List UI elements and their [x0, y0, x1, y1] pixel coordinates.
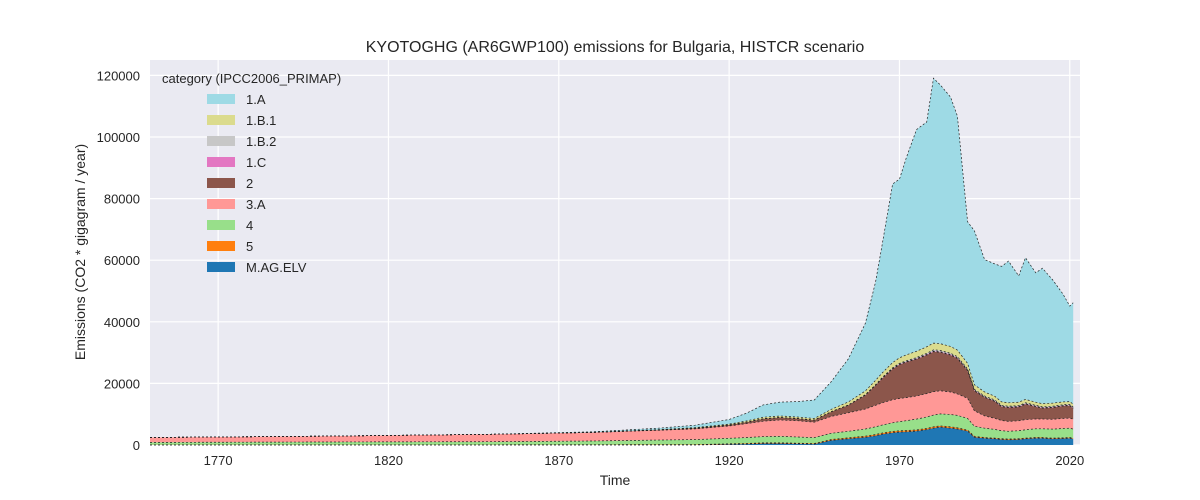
y-tick-label: 20000 — [104, 376, 140, 391]
x-tick-label: 1770 — [204, 453, 233, 468]
legend-label: 1.B.1 — [246, 113, 276, 128]
y-axis-ticks: 0 20000 40000 60000 80000 100000 120000 — [97, 68, 140, 453]
y-axis-label: Emissions (CO2 * gigagram / year) — [72, 144, 88, 360]
legend-label: 1.A — [246, 92, 266, 107]
legend-swatch — [207, 262, 235, 272]
x-tick-label: 1820 — [374, 453, 403, 468]
legend-label: 1.B.2 — [246, 134, 276, 149]
x-tick-label: 1920 — [715, 453, 744, 468]
legend-label: 2 — [246, 176, 253, 191]
legend-swatch — [207, 94, 235, 104]
legend-swatch — [207, 136, 235, 146]
legend-label: 1.C — [246, 155, 266, 170]
boundary-5 — [150, 425, 1074, 446]
legend-label: 4 — [246, 218, 253, 233]
y-tick-label: 40000 — [104, 315, 140, 330]
legend-swatch — [207, 157, 235, 167]
legend-swatch — [207, 220, 235, 230]
series-boundary-lines — [149, 77, 1074, 446]
legend-swatch — [207, 199, 235, 209]
area-m-ag-elv — [150, 427, 1074, 445]
legend-swatch — [207, 115, 235, 125]
x-axis-label: Time — [600, 472, 631, 488]
x-tick-label: 2020 — [1055, 453, 1084, 468]
area-3-a — [150, 390, 1074, 443]
boundary-1-b-2 — [149, 349, 1074, 438]
area-1-a — [150, 78, 1074, 438]
y-tick-label: 0 — [133, 438, 140, 453]
legend: category (IPCC2006_PRIMAP) 1.A 1.B.1 1.B.2… — [162, 71, 341, 275]
boundary-1-b-1 — [149, 342, 1074, 438]
chart-title: KYOTOGHG (AR6GWP100) emissions for Bulga… — [366, 39, 865, 56]
x-axis-ticks: 1770 1820 1870 1920 1970 2020 — [204, 453, 1085, 468]
boundary-3-a — [149, 390, 1074, 438]
legend-label: M.AG.ELV — [246, 260, 307, 275]
legend-title: category (IPCC2006_PRIMAP) — [162, 71, 341, 86]
boundary-1-a — [149, 77, 1074, 438]
y-tick-label: 80000 — [104, 192, 140, 207]
y-tick-label: 100000 — [97, 130, 140, 145]
y-tick-label: 60000 — [104, 253, 140, 268]
legend-label: 3.A — [246, 197, 266, 212]
x-tick-label: 1970 — [885, 453, 914, 468]
area-4 — [150, 413, 1074, 445]
stacked-areas — [150, 78, 1074, 445]
legend-label: 5 — [246, 239, 253, 254]
y-tick-label: 120000 — [97, 68, 140, 83]
x-tick-label: 1870 — [544, 453, 573, 468]
legend-swatch — [207, 178, 235, 188]
legend-swatch — [207, 241, 235, 251]
boundary-m-ag-elv — [150, 426, 1074, 446]
area-2 — [150, 351, 1074, 438]
